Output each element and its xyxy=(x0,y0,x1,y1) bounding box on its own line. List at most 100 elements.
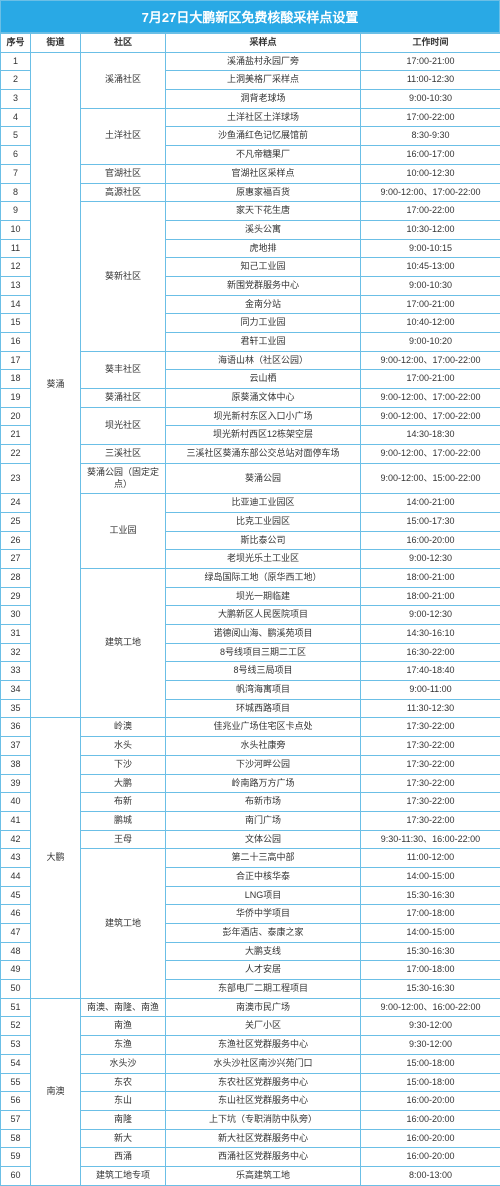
cell-seq: 37 xyxy=(1,737,31,756)
cell-site: 三溪社区葵涌东部公交总站对面停车场 xyxy=(166,445,361,464)
cell-hours: 16:00-17:00 xyxy=(361,146,500,165)
cell-seq: 31 xyxy=(1,625,31,644)
cell-site: 彭年酒店、泰康之家 xyxy=(166,924,361,943)
cell-seq: 1 xyxy=(1,52,31,71)
cell-seq: 5 xyxy=(1,127,31,146)
cell-hours: 9:00-10:20 xyxy=(361,333,500,352)
cell-site: 知己工业园 xyxy=(166,258,361,277)
cell-hours: 17:00-21:00 xyxy=(361,295,500,314)
cell-hours: 15:00-17:30 xyxy=(361,512,500,531)
cell-site: 绿岛国际工地（原华西工地） xyxy=(166,568,361,587)
cell-community: 南隆 xyxy=(81,1110,166,1129)
cell-hours: 15:30-16:30 xyxy=(361,942,500,961)
cell-community: 岭澳 xyxy=(81,718,166,737)
cell-site: 坝光一期临建 xyxy=(166,587,361,606)
cell-site: 佳兆业广场住宅区卡点处 xyxy=(166,718,361,737)
cell-hours: 9:00-12:30 xyxy=(361,550,500,569)
cell-site: LNG项目 xyxy=(166,886,361,905)
cell-site: 合正中核华泰 xyxy=(166,867,361,886)
cell-site: 上下坑（专职消防中队旁） xyxy=(166,1110,361,1129)
cell-seq: 44 xyxy=(1,867,31,886)
cell-site: 沙鱼涌红色记忆展馆前 xyxy=(166,127,361,146)
cell-community: 葵涌公园（固定定点） xyxy=(81,463,166,493)
cell-seq: 30 xyxy=(1,606,31,625)
cell-community: 高源社区 xyxy=(81,183,166,202)
cell-seq: 20 xyxy=(1,407,31,426)
cell-site: 乐高建筑工地 xyxy=(166,1166,361,1185)
cell-community: 工业园 xyxy=(81,494,166,569)
cell-hours: 17:30-22:00 xyxy=(361,774,500,793)
cell-community: 王母 xyxy=(81,830,166,849)
cell-seq: 25 xyxy=(1,512,31,531)
cell-site: 东部电厂二期工程项目 xyxy=(166,980,361,999)
cell-site: 洞背老球场 xyxy=(166,90,361,109)
cell-hours: 17:00-22:00 xyxy=(361,202,500,221)
cell-hours: 9:00-12:00、17:00-22:00 xyxy=(361,407,500,426)
cell-seq: 12 xyxy=(1,258,31,277)
cell-site: 大鹏支线 xyxy=(166,942,361,961)
cell-seq: 9 xyxy=(1,202,31,221)
cell-site: 斯比泰公司 xyxy=(166,531,361,550)
cell-site: 南门广场 xyxy=(166,811,361,830)
cell-site: 布新市场 xyxy=(166,793,361,812)
cell-seq: 28 xyxy=(1,568,31,587)
cell-site: 比克工业园区 xyxy=(166,512,361,531)
cell-community: 东山 xyxy=(81,1092,166,1111)
cell-hours: 9:00-11:00 xyxy=(361,681,500,700)
cell-seq: 46 xyxy=(1,905,31,924)
cell-seq: 43 xyxy=(1,849,31,868)
cell-hours: 10:40-12:00 xyxy=(361,314,500,333)
cell-community: 水头沙 xyxy=(81,1054,166,1073)
cell-seq: 23 xyxy=(1,463,31,493)
cell-street: 南澳 xyxy=(31,998,81,1185)
cell-hours: 17:30-22:00 xyxy=(361,793,500,812)
cell-site: 葵涌公园 xyxy=(166,463,361,493)
cell-seq: 26 xyxy=(1,531,31,550)
col-hours: 工作时间 xyxy=(361,34,500,53)
cell-seq: 15 xyxy=(1,314,31,333)
cell-site: 上洞美格厂采样点 xyxy=(166,71,361,90)
cell-site: 东山社区党群服务中心 xyxy=(166,1092,361,1111)
cell-site: 新围党群服务中心 xyxy=(166,276,361,295)
cell-site: 诺德阅山海、鹏溪苑项目 xyxy=(166,625,361,644)
cell-community: 南渔 xyxy=(81,1017,166,1036)
cell-hours: 17:30-22:00 xyxy=(361,718,500,737)
cell-hours: 9:00-12:00、15:00-22:00 xyxy=(361,463,500,493)
cell-seq: 42 xyxy=(1,830,31,849)
cell-site: 家天下花生唐 xyxy=(166,202,361,221)
cell-hours: 9:00-10:15 xyxy=(361,239,500,258)
cell-site: 东农社区党群服务中心 xyxy=(166,1073,361,1092)
table-row: 1葵涌溪涌社区溪涌盐村永园厂旁17:00-21:00 xyxy=(1,52,500,71)
cell-hours: 9:30-11:30、16:00-22:00 xyxy=(361,830,500,849)
cell-seq: 54 xyxy=(1,1054,31,1073)
cell-hours: 18:00-21:00 xyxy=(361,587,500,606)
cell-site: 南澳市民广场 xyxy=(166,998,361,1017)
col-street: 街道 xyxy=(31,34,81,53)
cell-hours: 9:00-12:00、17:00-22:00 xyxy=(361,389,500,408)
cell-hours: 15:00-18:00 xyxy=(361,1073,500,1092)
cell-seq: 13 xyxy=(1,276,31,295)
cell-community: 大鹏 xyxy=(81,774,166,793)
cell-site: 文体公园 xyxy=(166,830,361,849)
cell-seq: 55 xyxy=(1,1073,31,1092)
cell-seq: 27 xyxy=(1,550,31,569)
cell-hours: 15:00-18:00 xyxy=(361,1054,500,1073)
cell-community: 溪涌社区 xyxy=(81,52,166,108)
cell-site: 老坝光乐土工业区 xyxy=(166,550,361,569)
cell-community: 坝光社区 xyxy=(81,407,166,444)
table-header-row: 序号 街道 社区 采样点 工作时间 xyxy=(1,34,500,53)
cell-hours: 11:30-12:30 xyxy=(361,699,500,718)
cell-seq: 40 xyxy=(1,793,31,812)
cell-seq: 21 xyxy=(1,426,31,445)
cell-hours: 9:00-12:00、17:00-22:00 xyxy=(361,445,500,464)
cell-hours: 18:00-21:00 xyxy=(361,568,500,587)
col-community: 社区 xyxy=(81,34,166,53)
cell-seq: 19 xyxy=(1,389,31,408)
cell-seq: 39 xyxy=(1,774,31,793)
cell-community: 水头 xyxy=(81,737,166,756)
cell-site: 水头沙社区南沙兴苑门口 xyxy=(166,1054,361,1073)
cell-seq: 57 xyxy=(1,1110,31,1129)
cell-site: 岭南路万方广场 xyxy=(166,774,361,793)
cell-hours: 17:30-22:00 xyxy=(361,737,500,756)
cell-hours: 9:00-12:00、17:00-22:00 xyxy=(361,351,500,370)
